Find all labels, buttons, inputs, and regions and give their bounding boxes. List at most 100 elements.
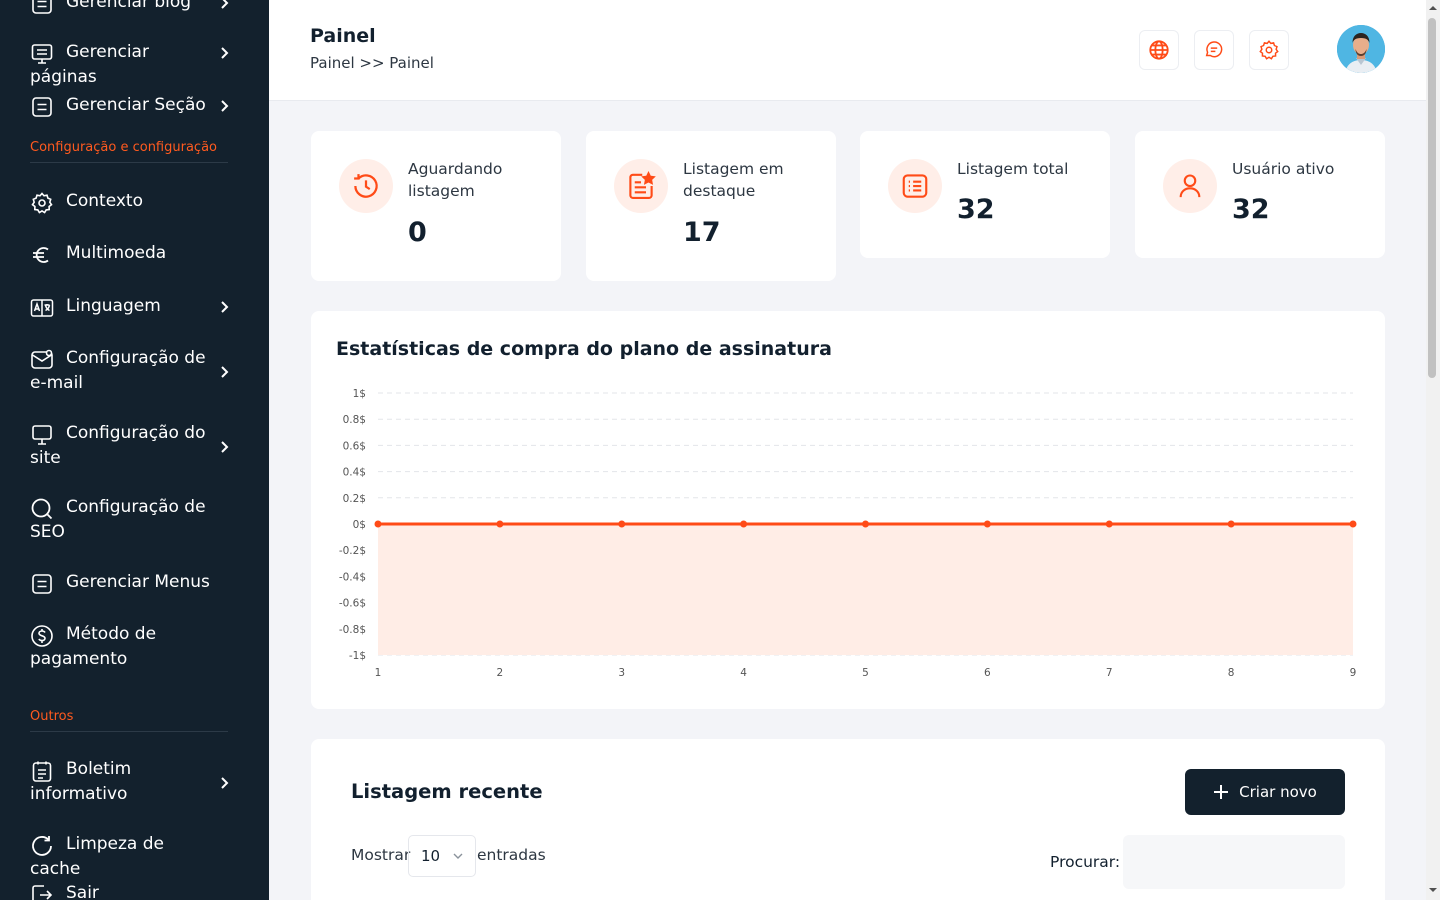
stat-icon-wrap <box>339 159 393 213</box>
sidebar-item-label: Gerenciar Menus <box>66 572 210 592</box>
dollar-icon <box>31 625 53 647</box>
stat-label: Listagem em destaque <box>683 160 784 200</box>
chevron-right-icon <box>221 0 229 9</box>
chevron-right-icon <box>221 366 229 378</box>
messages-button[interactable] <box>1194 30 1234 70</box>
data-point <box>983 520 991 528</box>
mail-icon <box>31 349 53 369</box>
sidebar-item-email-config[interactable]: Configuração de e-mail <box>30 346 230 396</box>
y-tick-label: 0.2$ <box>343 493 366 505</box>
x-tick-label: 6 <box>984 667 991 679</box>
sidebar-item-language[interactable]: Linguagem <box>30 294 230 319</box>
settings-button[interactable] <box>1249 30 1289 70</box>
avatar-image <box>1337 25 1385 73</box>
sidebar-item-label: Gerenciar páginas <box>30 42 149 87</box>
y-tick-label: -0.2$ <box>339 545 366 557</box>
y-tick-label: -1$ <box>349 650 366 662</box>
search-input[interactable] <box>1123 835 1345 889</box>
sidebar-item-label: Limpeza de cache <box>30 834 164 879</box>
create-new-label: Criar novo <box>1239 783 1317 801</box>
stat-label: Aguardando listagem <box>408 160 503 200</box>
series-area <box>378 524 1353 655</box>
scroll-down-icon[interactable] <box>1429 886 1437 894</box>
document-icon <box>32 97 52 117</box>
sidebar-item-blog[interactable]: Gerenciar blog <box>30 0 230 15</box>
data-point <box>740 520 748 528</box>
sidebar-item-seo[interactable]: Configuração de SEO <box>30 495 230 545</box>
sidebar: Gerenciar blog Gerenciar páginas Gerenci… <box>0 0 269 900</box>
sidebar-item-label: Configuração de SEO <box>30 497 206 542</box>
recent-title: Listagem recente <box>351 780 543 803</box>
data-point <box>862 520 869 528</box>
y-tick-label: 0.4$ <box>343 467 366 479</box>
sidebar-item-pages[interactable]: Gerenciar páginas <box>30 40 230 90</box>
x-tick-label: 8 <box>1228 667 1235 679</box>
chart-card: Estatísticas de compra do plano de assin… <box>311 311 1385 709</box>
document-icon <box>32 574 52 594</box>
sidebar-item-payment[interactable]: Método de pagamento <box>30 622 230 672</box>
monitor-icon <box>31 44 53 64</box>
refresh-icon <box>32 836 52 856</box>
sidebar-item-cache[interactable]: Limpeza de cache <box>30 832 230 882</box>
chevron-right-icon <box>221 441 229 453</box>
x-tick-label: 1 <box>375 667 382 679</box>
featured-list-icon <box>629 171 656 199</box>
page-title: Painel <box>310 25 376 47</box>
stat-label: Listagem total <box>957 160 1069 178</box>
sidebar-section-others: Outros <box>30 709 228 732</box>
data-point <box>618 520 626 528</box>
recent-listings-card: Listagem recente Criar novo Mostrar 10 e… <box>311 739 1385 900</box>
logout-icon <box>32 885 53 900</box>
stat-icon-wrap <box>888 159 942 213</box>
breadcrumb: Painel >> Painel <box>310 54 434 72</box>
sidebar-item-label: Multimoeda <box>66 243 167 263</box>
gear-icon <box>31 192 53 214</box>
y-tick-label: 1$ <box>353 388 366 400</box>
language-button[interactable] <box>1139 30 1179 70</box>
chevron-down-icon <box>453 853 463 859</box>
entries-select[interactable]: 10 <box>408 835 476 877</box>
x-tick-label: 5 <box>862 667 869 679</box>
data-point <box>374 520 382 528</box>
clipboard-icon <box>32 761 52 782</box>
sidebar-item-label: Método de pagamento <box>30 624 157 669</box>
entries-select-value: 10 <box>421 847 441 865</box>
stat-icon-wrap <box>1163 159 1217 213</box>
settings-icon <box>1259 40 1279 60</box>
plus-icon <box>1214 785 1229 799</box>
stat-card-total: Listagem total 32 <box>860 131 1110 258</box>
sidebar-item-label: Gerenciar Seção <box>66 95 206 115</box>
sidebar-item-newsletter[interactable]: Boletim informativo <box>30 757 230 807</box>
globe-icon <box>1149 40 1169 60</box>
scroll-up-icon[interactable] <box>1429 4 1437 12</box>
y-tick-label: -0.8$ <box>339 624 366 636</box>
stat-value: 32 <box>957 194 995 225</box>
list-icon <box>902 174 928 198</box>
document-icon <box>32 0 52 14</box>
sidebar-item-logout[interactable]: Sair <box>30 881 230 900</box>
sidebar-item-multicurrency[interactable]: Multimoeda <box>30 241 230 266</box>
y-tick-label: -0.6$ <box>339 598 366 610</box>
sidebar-item-site-config[interactable]: Configuração do site <box>30 421 230 471</box>
stat-value: 17 <box>683 217 721 248</box>
create-new-button[interactable]: Criar novo <box>1185 769 1345 815</box>
stat-label: Usuário ativo <box>1232 160 1335 178</box>
x-tick-label: 4 <box>740 667 747 679</box>
y-tick-label: 0.6$ <box>343 440 366 452</box>
sidebar-item-context[interactable]: Contexto <box>30 189 230 214</box>
x-tick-label: 2 <box>497 667 504 679</box>
data-point <box>1227 520 1235 528</box>
search-icon <box>31 498 53 520</box>
sidebar-item-menus[interactable]: Gerenciar Menus <box>30 570 230 595</box>
x-tick-label: 9 <box>1350 667 1357 679</box>
avatar[interactable] <box>1337 25 1385 73</box>
euro-icon <box>33 247 49 263</box>
y-tick-label: 0$ <box>353 519 366 531</box>
top-bar: Painel Painel >> Painel <box>269 0 1426 101</box>
page-scrollbar-thumb[interactable] <box>1428 18 1436 378</box>
data-point <box>496 520 504 528</box>
sidebar-item-label: Contexto <box>66 191 143 211</box>
sidebar-item-section[interactable]: Gerenciar Seção <box>30 93 230 118</box>
stat-value: 32 <box>1232 194 1270 225</box>
chevron-right-icon <box>221 301 229 313</box>
